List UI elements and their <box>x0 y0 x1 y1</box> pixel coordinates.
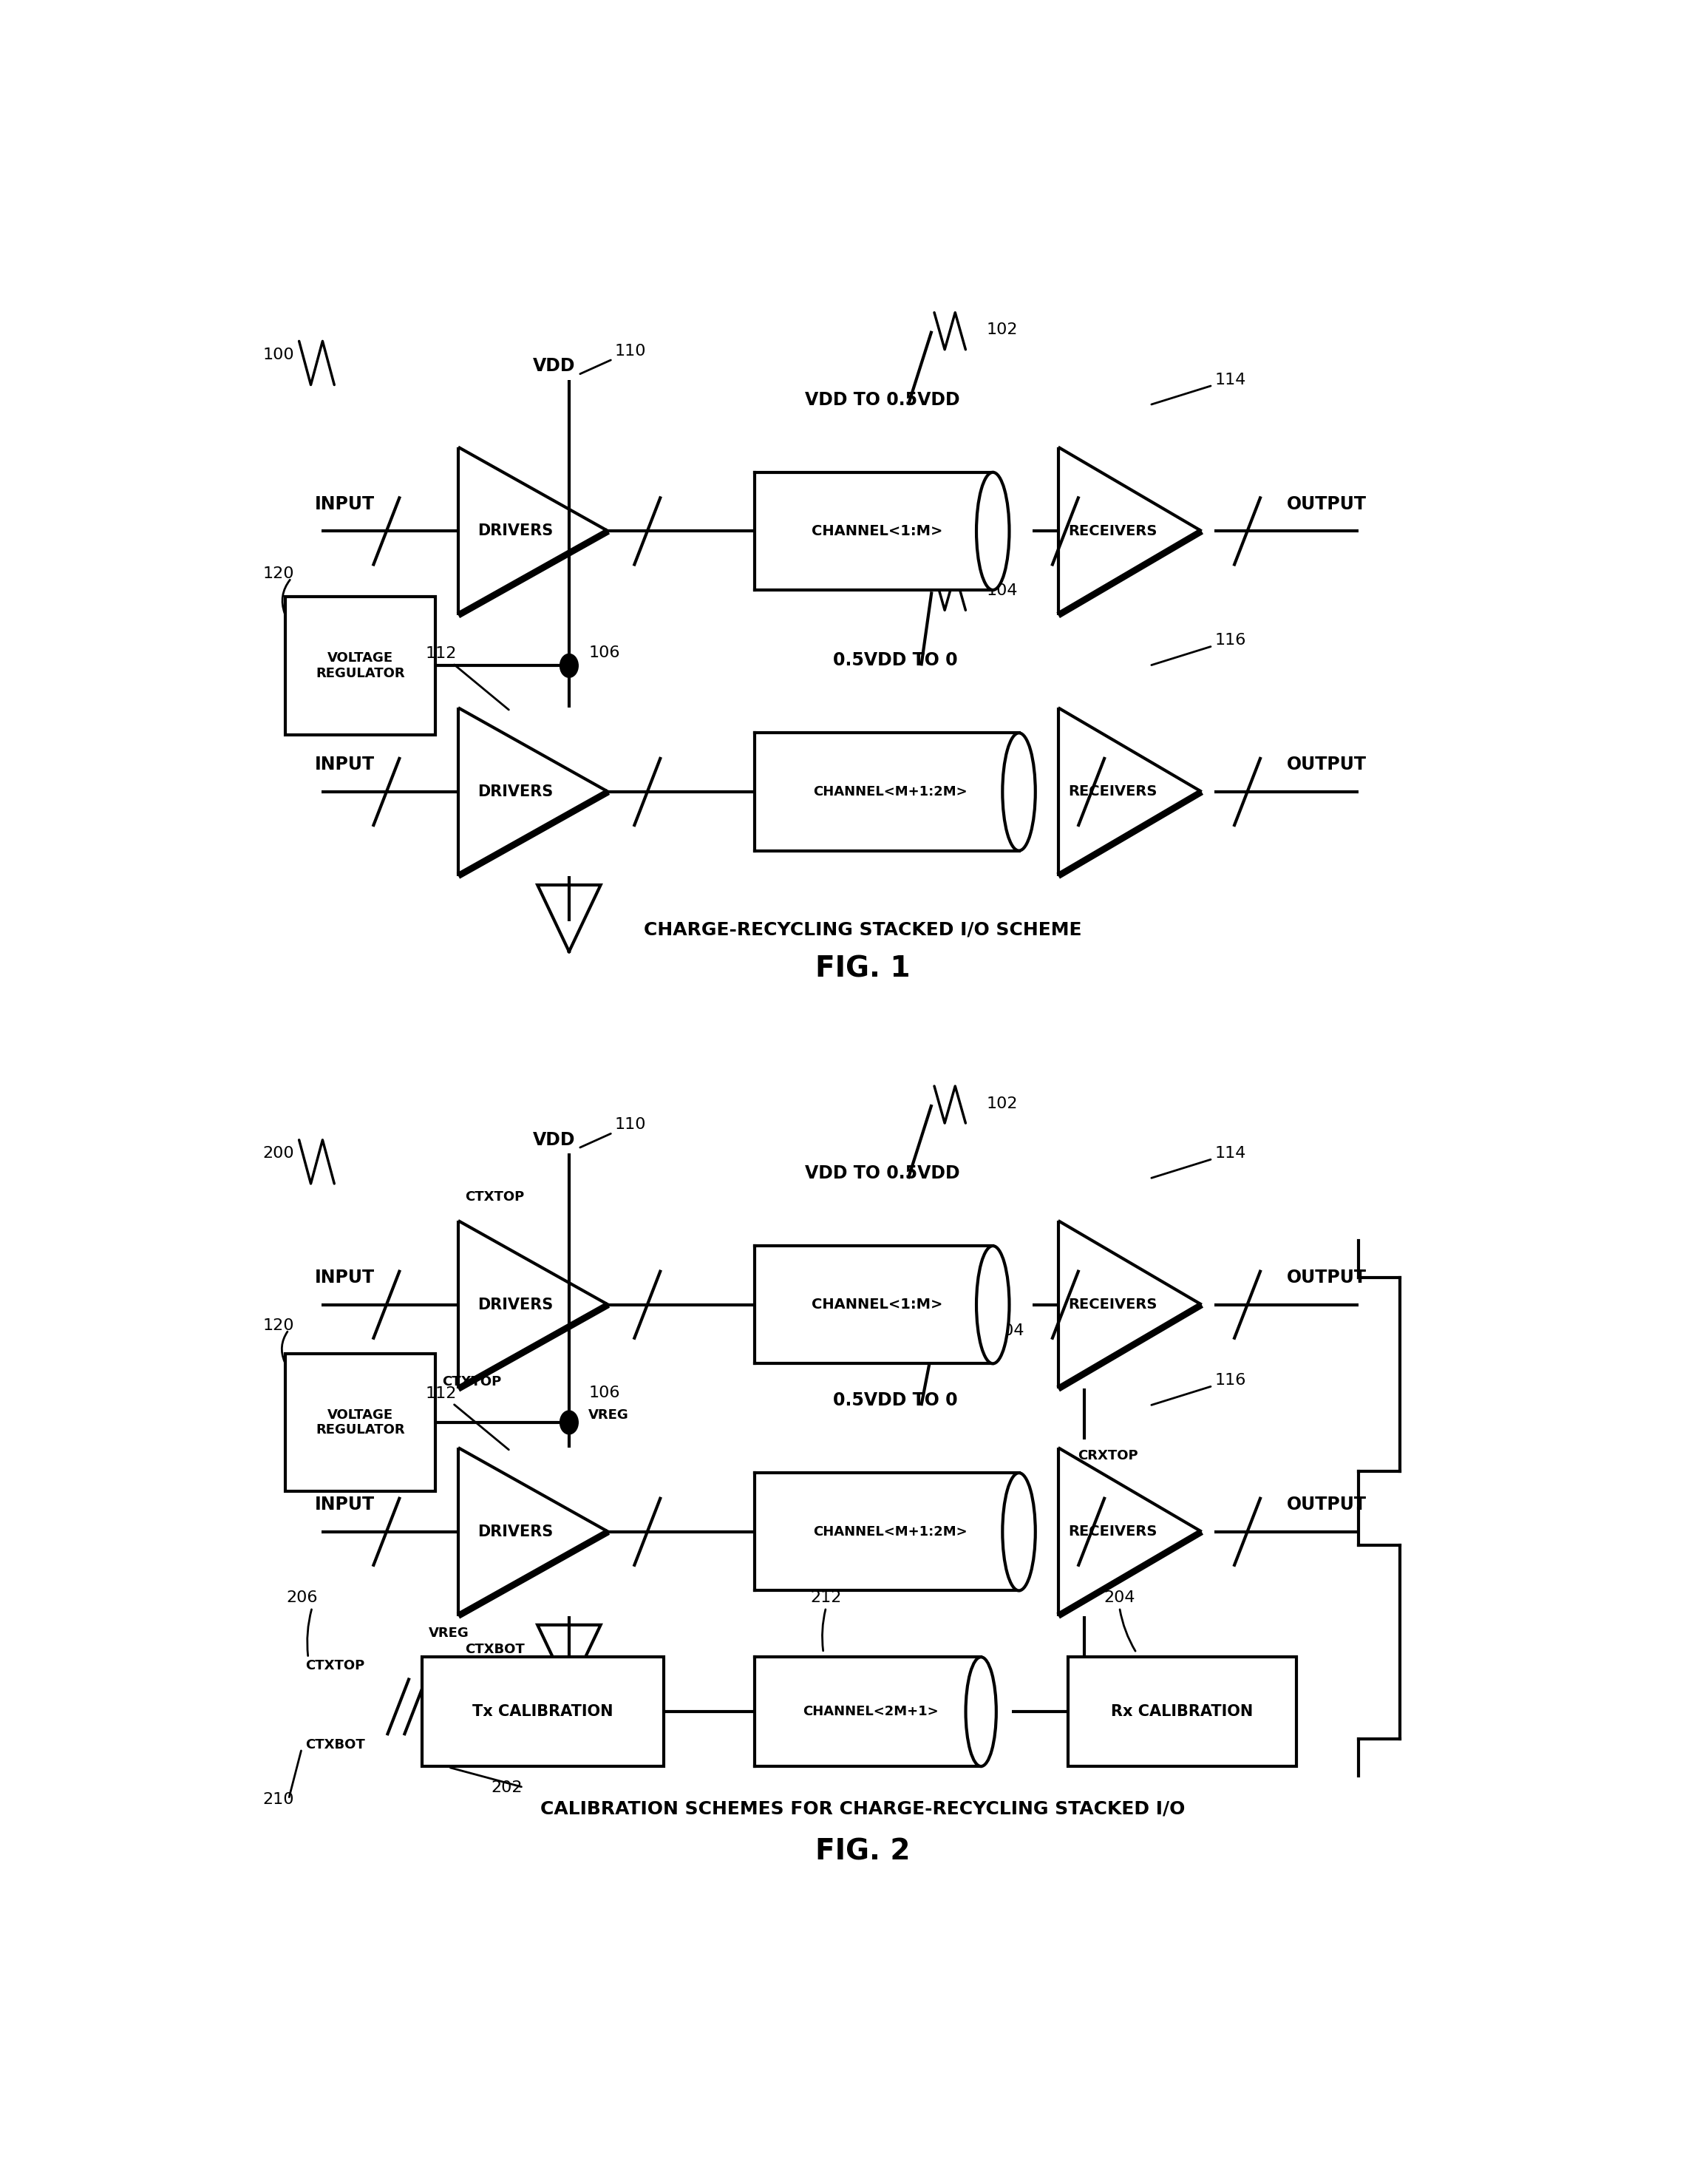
Text: 116: 116 <box>1151 1374 1245 1404</box>
Text: RECEIVERS: RECEIVERS <box>1069 524 1158 537</box>
Text: VOLTAGE
REGULATOR: VOLTAGE REGULATOR <box>316 651 406 679</box>
Text: 210: 210 <box>263 1793 295 1806</box>
Circle shape <box>560 1411 579 1435</box>
Text: FIG. 1: FIG. 1 <box>815 954 911 983</box>
Text: DRIVERS: DRIVERS <box>478 784 554 799</box>
Text: CHANNEL<M+1:2M>: CHANNEL<M+1:2M> <box>813 1524 968 1538</box>
Text: CALIBRATION SCHEMES FOR CHARGE-RECYCLING STACKED I/O: CALIBRATION SCHEMES FOR CHARGE-RECYCLING… <box>540 1800 1185 1817</box>
Text: CRXTOP: CRXTOP <box>1077 1675 1138 1690</box>
Text: 120: 120 <box>263 1319 295 1332</box>
Text: INPUT: INPUT <box>315 756 375 773</box>
Text: RECEIVERS: RECEIVERS <box>1069 1297 1158 1313</box>
Text: FIG. 2: FIG. 2 <box>815 1837 911 1865</box>
Text: VDD: VDD <box>532 1131 576 1149</box>
Text: VREG: VREG <box>429 1627 470 1640</box>
Text: Rx CALIBRATION: Rx CALIBRATION <box>1111 1704 1254 1719</box>
Text: 102: 102 <box>986 1096 1018 1112</box>
Text: 0.5VDD TO 0: 0.5VDD TO 0 <box>833 1391 958 1409</box>
Text: RECEIVERS: RECEIVERS <box>1069 1524 1158 1540</box>
Text: CHANNEL<1:M>: CHANNEL<1:M> <box>811 1297 942 1313</box>
Text: VDD TO 0.5VDD: VDD TO 0.5VDD <box>804 1164 959 1182</box>
Ellipse shape <box>976 1245 1010 1363</box>
Text: OUTPUT: OUTPUT <box>1286 1496 1367 1514</box>
Text: VDD TO 0.5VDD: VDD TO 0.5VDD <box>804 391 959 408</box>
Bar <box>756 1658 981 1767</box>
Text: DRIVERS: DRIVERS <box>478 524 554 539</box>
Text: 114: 114 <box>1151 1147 1245 1177</box>
Text: VOLTAGE
REGULATOR: VOLTAGE REGULATOR <box>316 1409 406 1437</box>
Text: 104: 104 <box>993 1324 1025 1339</box>
Text: INPUT: INPUT <box>315 496 375 513</box>
Text: OUTPUT: OUTPUT <box>1286 496 1367 513</box>
Text: 114: 114 <box>1151 373 1245 404</box>
Text: 202: 202 <box>491 1780 522 1795</box>
Text: 120: 120 <box>263 566 295 581</box>
Ellipse shape <box>1003 734 1035 850</box>
Text: DRIVERS: DRIVERS <box>478 1524 554 1540</box>
Text: CHANNEL<1:M>: CHANNEL<1:M> <box>811 524 942 537</box>
Bar <box>286 1354 436 1492</box>
Text: VREG: VREG <box>589 1409 629 1422</box>
Text: 206: 206 <box>286 1590 318 1605</box>
Text: INPUT: INPUT <box>315 1496 375 1514</box>
Bar <box>756 1472 1018 1590</box>
Text: 212: 212 <box>811 1590 842 1605</box>
Ellipse shape <box>966 1658 996 1767</box>
Text: 110: 110 <box>581 343 646 373</box>
Text: RECEIVERS: RECEIVERS <box>1069 784 1158 799</box>
Text: CTXTOP: CTXTOP <box>306 1660 365 1673</box>
Text: INPUT: INPUT <box>315 1269 375 1286</box>
Text: Tx CALIBRATION: Tx CALIBRATION <box>473 1704 613 1719</box>
Text: VDD: VDD <box>532 358 576 376</box>
Bar <box>286 596 436 734</box>
Text: DRIVERS: DRIVERS <box>478 1297 554 1313</box>
Text: 110: 110 <box>581 1118 646 1147</box>
Text: 106: 106 <box>589 1385 619 1400</box>
Bar <box>756 734 1018 852</box>
Text: CTXBOT: CTXBOT <box>465 1642 525 1655</box>
Text: 112: 112 <box>426 1387 508 1450</box>
Text: CTXTOP: CTXTOP <box>465 1190 523 1203</box>
Text: 102: 102 <box>986 323 1018 336</box>
Bar <box>1069 1658 1296 1767</box>
Text: 112: 112 <box>426 646 508 710</box>
Text: CHARGE-RECYCLING STACKED I/O SCHEME: CHARGE-RECYCLING STACKED I/O SCHEME <box>643 922 1082 939</box>
Text: CHANNEL<2M+1>: CHANNEL<2M+1> <box>803 1706 939 1719</box>
Text: OUTPUT: OUTPUT <box>1286 756 1367 773</box>
Text: 104: 104 <box>986 583 1018 598</box>
Bar <box>422 1658 663 1767</box>
Text: CTXBOT: CTXBOT <box>471 1673 530 1686</box>
Text: 204: 204 <box>1104 1590 1136 1605</box>
Text: CRXTOP: CRXTOP <box>1077 1450 1138 1463</box>
Text: 100: 100 <box>263 347 295 363</box>
Text: 200: 200 <box>263 1147 295 1160</box>
Bar <box>756 472 993 590</box>
Ellipse shape <box>976 472 1010 590</box>
Text: OUTPUT: OUTPUT <box>1286 1269 1367 1286</box>
Text: CTXTOP: CTXTOP <box>443 1376 502 1389</box>
Text: CTXBOT: CTXBOT <box>306 1738 365 1752</box>
Ellipse shape <box>1003 1472 1035 1590</box>
Bar <box>756 1245 993 1363</box>
Text: CHANNEL<M+1:2M>: CHANNEL<M+1:2M> <box>813 786 968 799</box>
Circle shape <box>560 653 579 677</box>
Text: 116: 116 <box>1151 633 1245 666</box>
Text: 0.5VDD TO 0: 0.5VDD TO 0 <box>833 651 958 668</box>
Text: 106: 106 <box>589 646 619 660</box>
